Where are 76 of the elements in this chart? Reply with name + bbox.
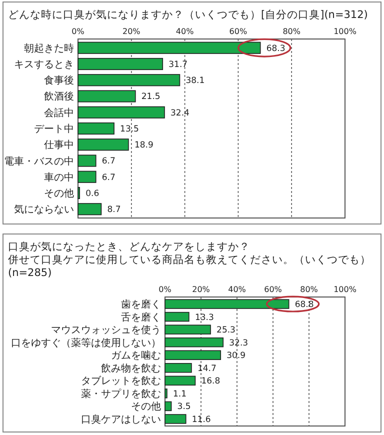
y-tick-label: マウスウォッシュを使う xyxy=(51,325,161,336)
y-tick-label: 気にならない xyxy=(14,204,74,216)
data-label: 3.5 xyxy=(177,402,191,412)
data-label: 6.7 xyxy=(102,172,116,183)
y-tick-label: 薬・サプリを飲む xyxy=(81,388,161,400)
bar xyxy=(164,312,190,322)
data-label: 25.3 xyxy=(216,326,236,336)
bar xyxy=(164,363,192,373)
data-label: 32.3 xyxy=(229,338,248,348)
x-tick-label: 20% xyxy=(122,27,141,36)
y-tick-label: 歯を磨く xyxy=(121,298,161,311)
y-tick-label: タブレットを飲む xyxy=(81,375,161,388)
y-tick-label: 口をゆすぐ（薬等は使用しない） xyxy=(11,336,161,349)
chart-title: 口臭が気になったとき、どんなケアをしますか？ xyxy=(8,241,250,253)
y-tick-label: 電車・バスの中 xyxy=(4,155,74,168)
data-label: 30.9 xyxy=(226,351,246,362)
y-tick-label: キスするとき xyxy=(14,59,74,70)
bar xyxy=(78,90,136,102)
y-tick-label: 食事後 xyxy=(44,74,74,87)
bar xyxy=(78,154,96,167)
y-tick-label: その他 xyxy=(44,188,74,200)
bar xyxy=(78,203,102,216)
x-tick-label: 60% xyxy=(229,27,248,36)
bar xyxy=(164,299,290,309)
data-label: 8.7 xyxy=(107,205,121,216)
data-label: 68.8 xyxy=(294,300,314,310)
y-tick-label: 会話中 xyxy=(44,106,74,119)
x-tick-label: 0% xyxy=(72,27,85,36)
x-tick-label: 40% xyxy=(228,285,246,294)
y-tick-label: 朝起きた時 xyxy=(24,42,74,54)
x-tick-label: 40% xyxy=(176,27,194,36)
bar xyxy=(164,376,196,386)
data-label: 38.1 xyxy=(186,76,205,86)
bar xyxy=(78,74,180,86)
bar xyxy=(164,401,172,412)
data-label: 21.5 xyxy=(141,92,160,102)
x-tick-label: 80% xyxy=(282,27,301,36)
data-label: 68.3 xyxy=(266,44,286,54)
x-tick-label: 20% xyxy=(192,285,210,294)
data-label: 32.4 xyxy=(170,108,190,118)
data-label: 16.8 xyxy=(201,376,220,387)
data-label: 13.5 xyxy=(120,124,139,134)
y-tick-label: 飲酒後 xyxy=(44,90,74,103)
bar xyxy=(164,414,186,424)
x-tick-label: 100% xyxy=(334,285,357,294)
y-tick-label: 車の中 xyxy=(44,171,74,184)
bar xyxy=(78,138,129,151)
y-tick-label: 飲み物を飲む xyxy=(101,363,161,374)
bar xyxy=(78,58,164,70)
y-tick-label: 口臭ケアはしない xyxy=(81,413,161,426)
bar xyxy=(78,122,114,135)
y-tick-label: ガムを噛む xyxy=(111,350,161,362)
bar xyxy=(164,324,211,334)
data-label: 18.9 xyxy=(134,140,154,151)
data-label: 11.6 xyxy=(192,414,211,425)
bar xyxy=(164,337,224,348)
bar xyxy=(164,350,222,360)
data-label: 31.7 xyxy=(168,60,188,70)
x-tick-label: 100% xyxy=(334,27,357,36)
y-tick-label: デート中 xyxy=(34,123,74,135)
data-label: 14.7 xyxy=(197,364,216,374)
bar xyxy=(78,42,261,54)
chart-title: どんな時に口臭が気になりますか？（いくつでも）[自分の口臭](n=312) xyxy=(8,8,368,21)
y-tick-label: 舌を磨く xyxy=(121,311,161,324)
bar xyxy=(78,170,96,183)
x-tick-label: 0% xyxy=(158,285,172,294)
data-label: 6.7 xyxy=(102,156,116,167)
data-label: 0.6 xyxy=(86,188,100,199)
bar xyxy=(78,106,165,118)
data-label: 1.1 xyxy=(172,389,187,400)
y-tick-label: 仕事中 xyxy=(44,139,74,152)
data-label: 13.3 xyxy=(194,312,214,323)
chart-subtitle: 併せて口臭ケアに使用している商品名も教えてください。（いくつでも） (n=285) xyxy=(8,253,371,279)
x-tick-label: 60% xyxy=(264,285,282,294)
y-tick-label: その他 xyxy=(131,400,161,413)
x-tick-label: 80% xyxy=(300,285,318,294)
